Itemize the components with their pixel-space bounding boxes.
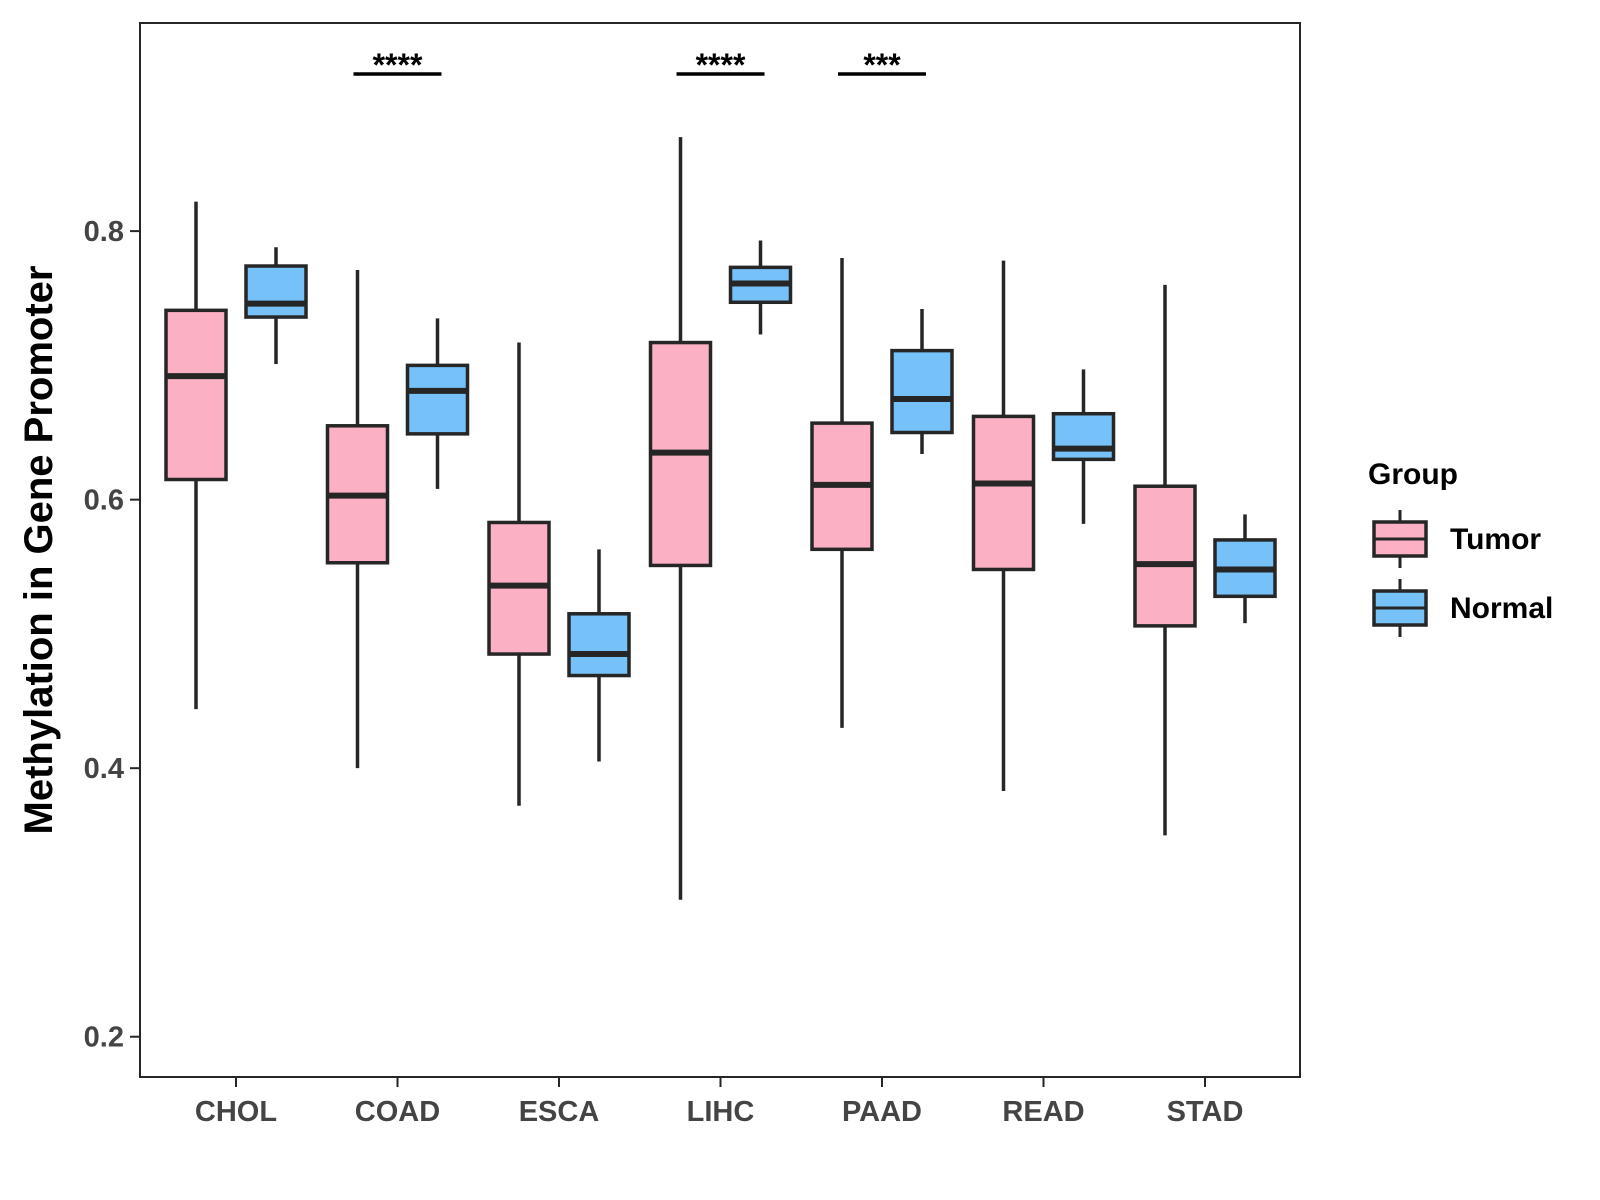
- box-normal-coad: [405, 318, 470, 489]
- data-marks: **** **** ***: [164, 47, 1277, 900]
- box-normal-chol: [244, 247, 308, 365]
- x-tick-label-paad: PAAD: [842, 1096, 922, 1128]
- box-normal-stad: [1213, 514, 1277, 624]
- legend: Group Tumor Normal: [1368, 458, 1553, 637]
- box-tumor-read: [971, 260, 1036, 792]
- x-tick-label-read: READ: [1002, 1096, 1084, 1128]
- box-tumor-paad: [810, 257, 874, 728]
- x-tick-label-esca: ESCA: [519, 1096, 600, 1128]
- significance-paad: ***: [838, 47, 926, 83]
- box-tumor-stad: [1133, 284, 1197, 836]
- y-tick-label-0.2: 0.2: [84, 1022, 124, 1054]
- legend-entry-tumor: Tumor: [1372, 510, 1541, 568]
- box-tumor-lihc: [648, 137, 713, 900]
- box-normal-read: [1051, 369, 1116, 524]
- box-tumor-chol: [164, 201, 228, 710]
- box-body-tumor-chol: [164, 308, 228, 482]
- x-axis: CHOL COAD ESCA LIHC PAAD READ STAD: [195, 1077, 1243, 1128]
- x-tick-label-coad: COAD: [355, 1096, 440, 1128]
- box-body-normal-paad: [890, 348, 954, 435]
- significance-label-lihc: ****: [696, 47, 746, 83]
- legend-title: Group: [1368, 458, 1458, 491]
- box-normal-esca: [567, 549, 631, 762]
- y-tick-label-0.4: 0.4: [84, 753, 124, 785]
- box-body-normal-esca: [567, 612, 631, 678]
- legend-label-normal: Normal: [1450, 592, 1553, 625]
- box-normal-lihc: [728, 240, 793, 335]
- box-tumor-coad: [325, 270, 390, 769]
- legend-entry-normal: Normal: [1372, 579, 1553, 637]
- legend-entries: Tumor Normal: [1372, 510, 1553, 637]
- box-body-tumor-stad: [1133, 484, 1197, 628]
- box-normal-paad: [890, 308, 954, 454]
- box-tumor-esca: [487, 342, 551, 806]
- y-tick-label-0.6: 0.6: [84, 485, 124, 517]
- box-body-normal-chol: [244, 264, 308, 319]
- y-tick-label-0.8: 0.8: [84, 216, 124, 248]
- significance-coad: ****: [353, 47, 442, 83]
- x-tick-label-chol: CHOL: [195, 1096, 277, 1128]
- y-axis-title: Methylation in Gene Promoter: [17, 266, 61, 835]
- legend-label-tumor: Tumor: [1450, 523, 1541, 556]
- x-tick-label-lihc: LIHC: [687, 1096, 755, 1128]
- significance-label-coad: ****: [373, 47, 423, 83]
- significance-lihc: ****: [676, 47, 765, 83]
- box-body-normal-read: [1051, 411, 1116, 462]
- significance-label-paad: ***: [863, 47, 901, 83]
- y-axis: 0.2 0.4 0.6 0.8: [84, 216, 140, 1054]
- box-body-normal-coad: [405, 363, 470, 436]
- box-body-tumor-read: [971, 414, 1036, 572]
- x-tick-label-stad: STAD: [1167, 1096, 1244, 1128]
